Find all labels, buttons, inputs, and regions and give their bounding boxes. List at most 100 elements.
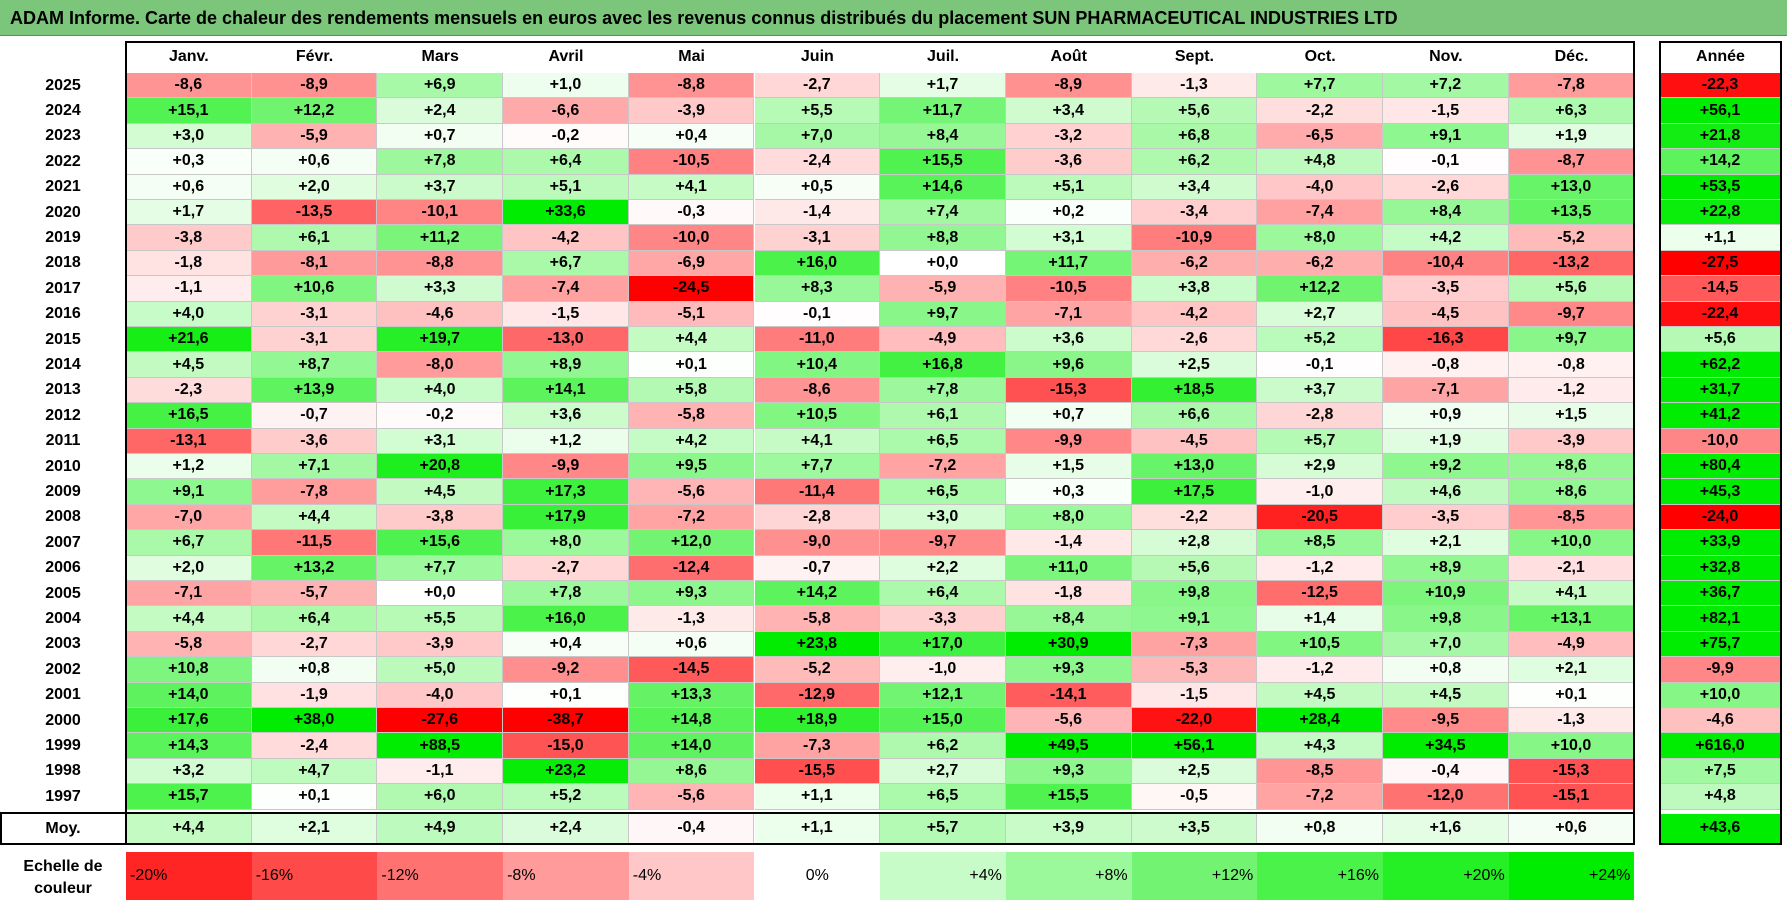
heatmap-cell: +10,8 (126, 657, 252, 683)
heatmap-cell: +14,2 (754, 581, 881, 607)
heatmap-cell: +1,9 (1383, 428, 1509, 454)
annual-cell: +22,8 (1660, 200, 1781, 226)
heatmap-cell: +0,1 (628, 352, 755, 378)
heatmap-cell: -3,9 (1508, 428, 1635, 454)
heatmap-cell: +33,6 (503, 200, 629, 226)
heatmap-cell: +8,6 (628, 758, 755, 785)
heatmap-cell: -4,2 (503, 225, 629, 251)
heatmap-cell: -7,4 (1257, 200, 1383, 226)
heatmap-cell: +0,1 (503, 682, 629, 708)
heatmap-cell: -0,8 (1383, 352, 1509, 378)
heatmap-cell: +9,1 (1131, 606, 1258, 632)
heatmap-cell: -1,2 (1257, 657, 1383, 683)
heatmap-cell: +2,1 (1383, 530, 1509, 556)
heatmap-cell: -5,9 (251, 123, 378, 150)
month-header: Oct. (1304, 48, 1336, 65)
heatmap-cell: -1,9 (251, 682, 378, 708)
heatmap-cell: -5,1 (628, 301, 755, 327)
heatmap-cell: +8,9 (503, 352, 629, 378)
heatmap-cell: +3,0 (126, 123, 252, 150)
heatmap-cell: +3,2 (126, 758, 252, 785)
heatmap-cell: +8,8 (880, 225, 1006, 251)
heatmap-cell: -9,7 (1508, 301, 1635, 327)
heatmap-cell: +10,0 (1508, 530, 1635, 556)
heatmap-cell: -2,4 (251, 733, 378, 759)
heatmap-cell: +14,8 (628, 708, 755, 734)
year-label: 2006 (45, 559, 81, 577)
heatmap-cell: -2,6 (1383, 174, 1509, 200)
heatmap-cell: +6,4 (880, 581, 1006, 607)
heatmap-cell: -2,7 (251, 631, 378, 658)
heatmap-cell: -9,7 (880, 530, 1006, 556)
heatmap-cell: +13,2 (251, 555, 378, 581)
average-cell: +4,4 (126, 813, 252, 844)
year-label: 2020 (45, 203, 81, 221)
heatmap-cell: -5,6 (628, 784, 755, 810)
heatmap-cell: -27,6 (377, 708, 504, 734)
heatmap-cell: +8,6 (1508, 454, 1635, 480)
heatmap-cell: -0,3 (628, 200, 755, 226)
heatmap-cell: +9,2 (1383, 454, 1509, 480)
year-label: 2022 (45, 152, 81, 170)
heatmap-cell: -4,2 (1131, 301, 1258, 327)
heatmap-cell: +6,3 (1508, 98, 1635, 124)
heatmap-cell: -12,0 (1383, 784, 1509, 810)
average-cell: +3,5 (1131, 813, 1258, 844)
heatmap-cell: -3,1 (251, 327, 378, 353)
year-label: 1997 (45, 787, 81, 805)
heatmap-cell: +0,5 (754, 174, 881, 200)
scale-swatch: +8% (1005, 852, 1132, 900)
heatmap-cell: +0,6 (126, 174, 252, 200)
heatmap-cell: +2,9 (1257, 454, 1383, 480)
heatmap-cell: -7,4 (503, 276, 629, 302)
heatmap-cell: +5,1 (1005, 174, 1132, 200)
heatmap-cell: +9,1 (1383, 123, 1509, 150)
heatmap-cell: +12,2 (1257, 276, 1383, 302)
heatmap-cell: +15,7 (126, 784, 252, 810)
average-cell: +5,7 (880, 813, 1006, 844)
heatmap-cell: +5,6 (1131, 98, 1258, 124)
heatmap-cell: +5,2 (503, 784, 629, 810)
month-header: Août (1050, 48, 1087, 65)
heatmap-cell: -5,7 (251, 581, 378, 607)
heatmap-cell: +6,4 (251, 606, 378, 632)
heatmap-cell: -13,2 (1508, 250, 1635, 277)
heatmap-cell: +1,0 (503, 73, 629, 99)
heatmap-cell: +3,1 (377, 428, 504, 454)
annual-cell: -9,9 (1660, 657, 1781, 683)
heatmap-cell: -1,4 (754, 200, 881, 226)
heatmap-cell: -0,8 (1508, 352, 1635, 378)
average-cell: +0,6 (1508, 813, 1635, 844)
heatmap-cell: +0,9 (1383, 403, 1509, 429)
year-label: 2021 (45, 178, 81, 196)
heatmap-cell: +8,0 (1257, 225, 1383, 251)
annual-cell: +53,5 (1660, 174, 1781, 200)
heatmap-cell: +1,9 (1508, 123, 1635, 150)
month-header: Janv. (168, 48, 209, 65)
average-cell: +3,9 (1005, 813, 1132, 844)
heatmap-cell: -15,0 (503, 733, 629, 759)
year-label: 2025 (45, 76, 81, 94)
heatmap-cell: +7,8 (880, 377, 1006, 404)
heatmap-cell: +6,2 (1131, 149, 1258, 175)
annual-cell: -14,5 (1660, 276, 1781, 302)
heatmap-cell: -6,2 (1257, 250, 1383, 277)
heatmap-cell: +16,5 (126, 403, 252, 429)
heatmap-cell: -8,6 (754, 377, 881, 404)
heatmap-cell: -8,0 (377, 352, 504, 378)
year-label: 2005 (45, 584, 81, 602)
heatmap-cell: +3,7 (1257, 377, 1383, 404)
heatmap-cell: +0,4 (628, 123, 755, 150)
month-header: Sept. (1174, 48, 1214, 65)
annual-cell: -22,4 (1660, 301, 1781, 327)
heatmap-cell: -8,8 (377, 250, 504, 277)
heatmap-cell: -2,7 (754, 73, 881, 99)
heatmap-cell: +21,6 (126, 327, 252, 353)
year-label: 2017 (45, 279, 81, 297)
heatmap-cell: +1,5 (1005, 454, 1132, 480)
annual-cell: -10,0 (1660, 428, 1781, 454)
year-label: 2014 (45, 356, 81, 374)
annual-cell: +82,1 (1660, 606, 1781, 632)
heatmap-cell: -1,5 (1383, 98, 1509, 124)
heatmap-cell: +56,1 (1131, 733, 1258, 759)
